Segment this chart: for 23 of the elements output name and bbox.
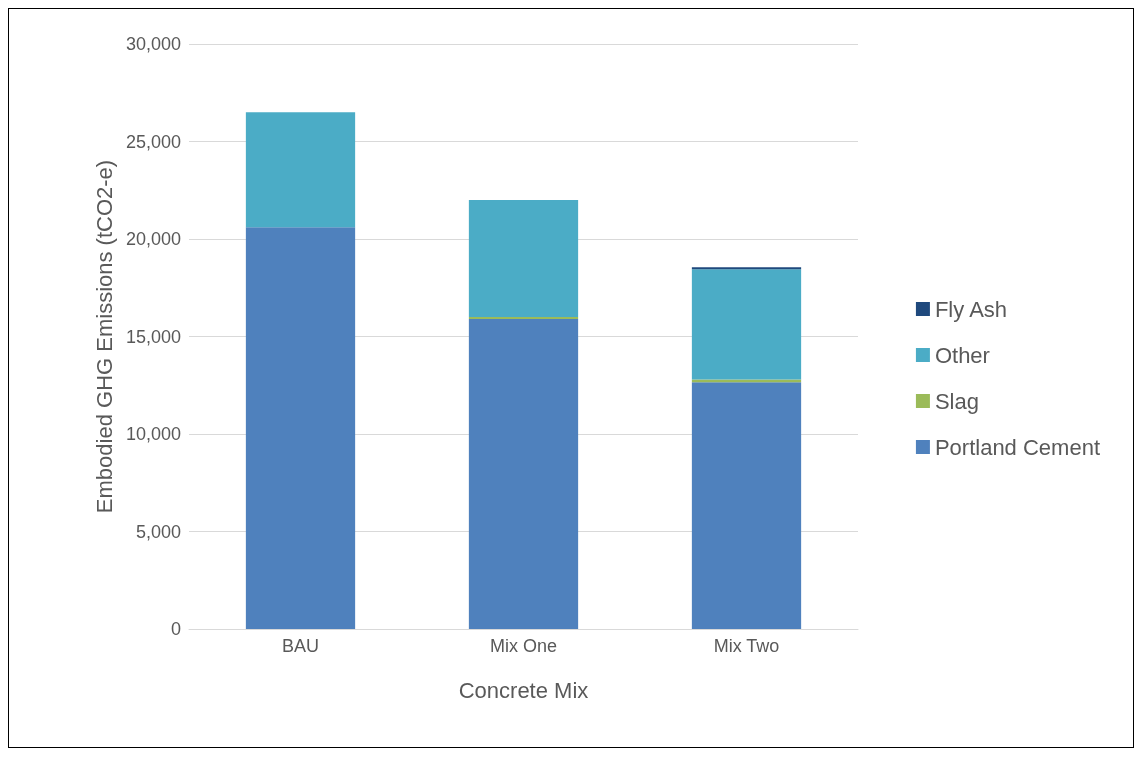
- y-tick-label: 0: [170, 619, 181, 639]
- legend-label: Slag: [934, 388, 979, 414]
- bar: [468, 318, 579, 629]
- bar: [468, 200, 579, 317]
- x-tick-label: Mix One: [489, 636, 558, 656]
- legend-label: Other: [934, 342, 990, 368]
- y-tick-label: 15,000: [125, 326, 181, 347]
- bar: [691, 379, 802, 383]
- bar: [691, 269, 802, 380]
- y-tick-label: 25,000: [125, 131, 181, 152]
- y-tick-label: 5,000: [135, 521, 181, 542]
- x-axis-title: Concrete Mix: [458, 677, 589, 703]
- y-axis-title: Embodied GHG Emissions (tCO2-e): [91, 159, 117, 514]
- bar: [691, 382, 802, 629]
- bar: [245, 112, 356, 228]
- bar: [245, 227, 356, 629]
- y-tick-label: 30,000: [125, 34, 181, 54]
- x-tick-label: Mix Two: [713, 636, 780, 656]
- x-tick-label: BAU: [281, 636, 320, 656]
- y-tick-label: 20,000: [125, 229, 181, 249]
- legend-label: Portland Cement: [934, 434, 1101, 460]
- legend-label: Fly Ash: [934, 296, 1008, 322]
- y-tick-label: 10,000: [125, 424, 181, 444]
